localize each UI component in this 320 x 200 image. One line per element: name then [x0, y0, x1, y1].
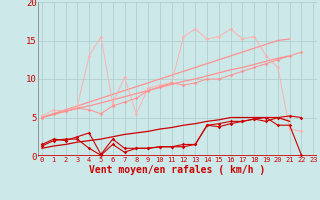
X-axis label: Vent moyen/en rafales ( km/h ): Vent moyen/en rafales ( km/h ): [90, 165, 266, 175]
